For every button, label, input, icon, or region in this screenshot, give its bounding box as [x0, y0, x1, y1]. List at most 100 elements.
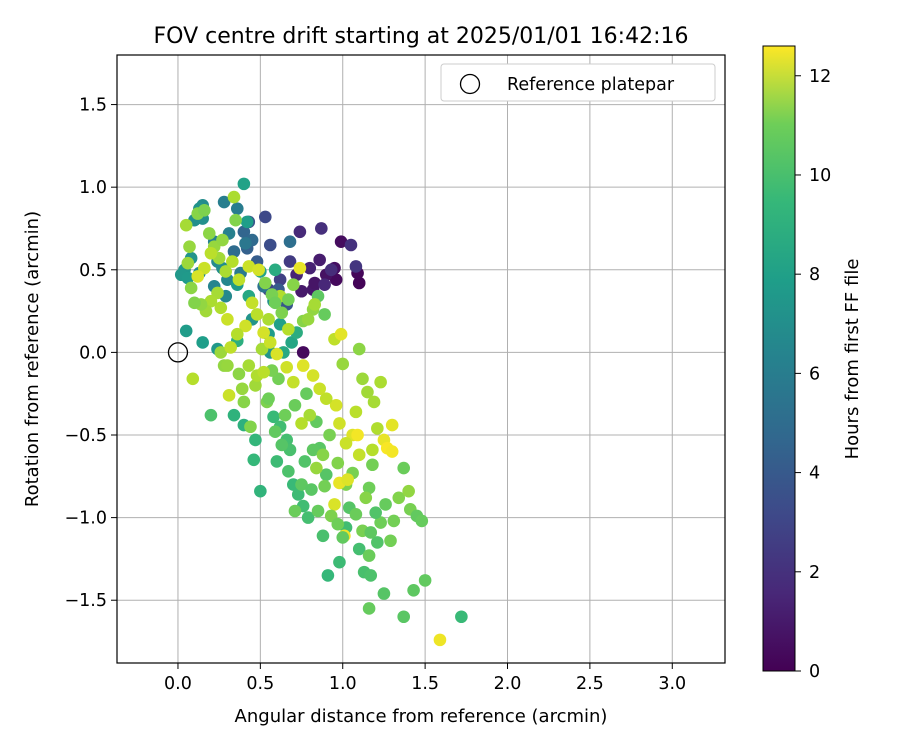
data-point: [245, 296, 259, 310]
data-point: [352, 448, 366, 462]
data-point: [349, 260, 363, 273]
x-tick-label: 2.5: [576, 674, 604, 694]
data-point: [303, 408, 317, 422]
data-point: [254, 484, 267, 498]
data-point: [240, 215, 254, 229]
data-point: [331, 456, 345, 470]
data-point: [283, 255, 297, 268]
data-point: [366, 443, 379, 457]
colorbar: 0 2 4 6 8 10 12 Hours from first FF file: [762, 45, 863, 682]
legend-box: [440, 63, 716, 102]
data-point: [306, 443, 320, 457]
y-tick-label: 1.5: [79, 96, 107, 116]
data-point: [364, 569, 378, 582]
colorbar-tick-label: 12: [809, 67, 831, 87]
data-point: [328, 498, 341, 511]
data-point: [287, 278, 300, 291]
data-point: [295, 417, 308, 430]
data-point: [377, 587, 391, 600]
data-point: [288, 398, 302, 412]
data-point: [249, 433, 262, 447]
data-point: [282, 322, 295, 336]
data-point: [257, 326, 270, 339]
data-point: [282, 465, 295, 478]
data-point: [219, 265, 233, 278]
data-point: [371, 536, 384, 549]
x-axis: 0.0 0.5 1.0 1.5 2.0 2.5 3.0: [164, 663, 686, 694]
data-point: [369, 506, 382, 519]
data-point: [221, 313, 234, 326]
data-point: [352, 276, 366, 290]
data-point: [183, 240, 196, 253]
y-tick-label: 0.5: [79, 261, 107, 281]
x-tick-label: 0.5: [246, 674, 274, 694]
data-point: [311, 504, 325, 518]
data-point: [227, 408, 241, 422]
data-point: [331, 517, 345, 531]
data-point: [278, 408, 292, 422]
x-tick-label: 3.0: [658, 674, 686, 694]
data-point: [349, 508, 363, 521]
data-point: [352, 342, 366, 356]
data-point: [407, 584, 420, 597]
data-point: [362, 481, 376, 495]
data-point: [319, 392, 333, 405]
data-point: [300, 387, 313, 400]
data-point: [214, 346, 228, 359]
data-point: [351, 428, 364, 442]
x-tick-label: 0.0: [164, 674, 192, 694]
data-point: [263, 238, 277, 252]
grid: [117, 55, 725, 663]
data-point: [310, 461, 323, 475]
data-point: [301, 313, 315, 326]
data-point: [202, 227, 216, 240]
data-point: [336, 531, 350, 544]
legend-marker-icon: [459, 73, 481, 95]
data-point: [204, 408, 218, 422]
x-axis-label: Angular distance from reference (arcmin): [235, 706, 608, 727]
data-point: [204, 294, 218, 308]
data-point: [224, 341, 237, 354]
data-point: [371, 422, 384, 435]
data-point: [318, 278, 331, 291]
y-axis: −1.5 −1.0 −0.5 0.0 0.5 1.0 1.5: [65, 96, 117, 611]
data-point: [296, 346, 310, 359]
y-tick-label: −0.5: [65, 426, 108, 446]
colorbar-tick-label: 8: [809, 265, 820, 285]
data-point: [283, 235, 297, 248]
data-point: [359, 491, 373, 505]
data-point: [257, 365, 270, 379]
y-tick-label: −1.0: [65, 509, 108, 529]
data-point: [305, 483, 318, 496]
plot-frame: [116, 54, 726, 664]
data-point: [191, 270, 205, 283]
data-point: [384, 534, 397, 548]
data-point: [319, 468, 333, 481]
colorbar-tick-label: 0: [809, 662, 820, 682]
data-point: [321, 569, 335, 582]
data-point: [385, 445, 399, 458]
y-tick-label: 1.0: [79, 178, 107, 198]
data-point: [392, 491, 406, 505]
data-point: [242, 260, 256, 273]
data-point: [226, 255, 239, 268]
data-point: [188, 296, 201, 310]
data-point: [216, 233, 229, 247]
data-point: [268, 296, 282, 310]
points: [174, 177, 468, 647]
data-point: [296, 359, 310, 372]
data-point: [344, 238, 358, 252]
legend-label: Reference platepar: [507, 75, 675, 95]
colorbar-gradient: [762, 45, 796, 672]
data-point: [324, 263, 338, 277]
data-point: [244, 420, 257, 434]
data-point: [341, 473, 354, 486]
data-point: [287, 375, 300, 389]
reference-marker: [167, 342, 189, 363]
data-point: [318, 308, 331, 321]
data-point: [217, 195, 231, 209]
data-point: [235, 382, 249, 396]
reference-platepar-marker: [167, 342, 189, 363]
data-point: [323, 428, 336, 442]
